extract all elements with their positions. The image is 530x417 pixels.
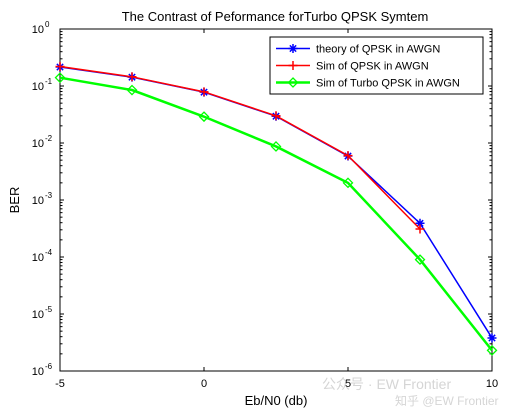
legend-entry: Sim of QPSK in AWGN [316, 61, 429, 73]
series-2 [55, 61, 425, 234]
legend-marker [288, 44, 298, 53]
y-tick-exponent: -1 [45, 77, 53, 86]
x-tick-label: 5 [345, 378, 351, 390]
legend-entry: theory of QPSK in AWGN [316, 44, 440, 56]
y-tick-exponent: 0 [45, 20, 50, 29]
y-tick-label: 10 [32, 138, 44, 150]
legend-marker [287, 77, 299, 88]
data-point [270, 141, 282, 152]
watermark-text: 公众号 · EW Frontier [322, 376, 451, 392]
y-tick-exponent: -4 [45, 248, 53, 257]
y-tick-label: 10 [32, 309, 44, 321]
series-line [59, 65, 421, 230]
data-point [271, 111, 281, 121]
data-point [415, 218, 425, 228]
legend: theory of QPSK in AWGN Sim of QPSK in AWG… [269, 36, 484, 95]
y-tick-label: 10 [32, 366, 44, 378]
chart-title: The Contrast of Peformance forTurbo QPSK… [122, 9, 429, 24]
y-tick-label: 10 [32, 195, 44, 207]
y-tick-label: 10 [32, 252, 44, 264]
legend-marker [288, 61, 298, 70]
x-axis-label: Eb/N0 (db) [245, 393, 308, 408]
y-tick-label: 10 [32, 24, 44, 36]
data-point [198, 111, 210, 123]
data-point [199, 87, 209, 97]
y-tick-label: 10 [32, 81, 44, 93]
y-tick-exponent: -2 [45, 134, 53, 143]
data-point [487, 333, 497, 343]
data-point [414, 254, 426, 266]
data-point [343, 151, 353, 161]
y-tick-exponent: -6 [45, 362, 53, 371]
data-point [127, 72, 137, 82]
x-tick-label: 10 [486, 378, 498, 390]
series-line [59, 76, 493, 352]
series-3 [54, 72, 498, 356]
legend-entry: Sim of Turbo QPSK in AWGN [316, 78, 460, 90]
data-point [415, 224, 425, 234]
y-tick-exponent: -3 [45, 191, 53, 200]
watermark-text-2: 知乎 @EW Frontier [395, 394, 499, 408]
data-point [54, 72, 66, 84]
watermark: 公众号 · EW Frontier 知乎 @EW Frontier [322, 376, 499, 408]
data-point [342, 177, 354, 189]
x-tick-label: -5 [55, 378, 65, 390]
data-point [55, 61, 65, 71]
y-axis-label: BER [7, 187, 22, 214]
y-tick-exponent: -5 [45, 305, 53, 314]
data-point [126, 84, 138, 96]
data-point [486, 344, 498, 356]
x-tick-label: 0 [201, 378, 207, 390]
